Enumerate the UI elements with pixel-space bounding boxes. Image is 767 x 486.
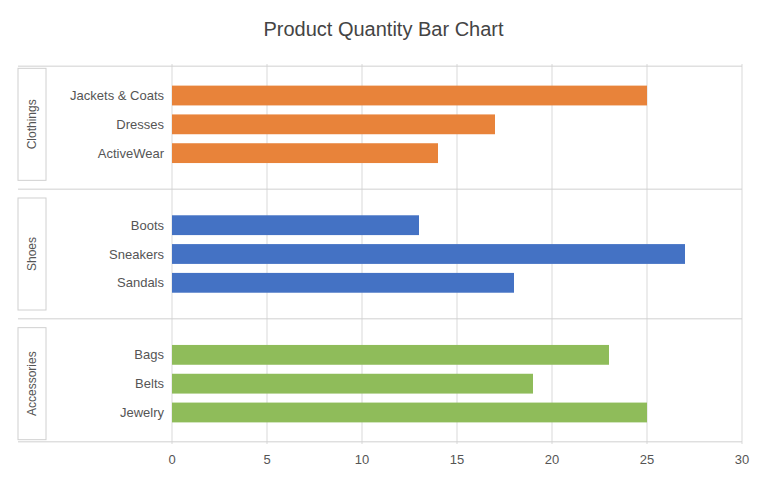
grid bbox=[172, 64, 742, 444]
tick-label: 15 bbox=[450, 452, 464, 467]
bar bbox=[172, 114, 495, 134]
group-label: Clothings bbox=[25, 99, 39, 149]
separator bbox=[18, 318, 742, 319]
category-label: Sneakers bbox=[109, 247, 164, 262]
bar bbox=[172, 215, 419, 235]
group-box bbox=[18, 68, 46, 180]
group-label: Accessories bbox=[25, 351, 39, 416]
category-label: Bags bbox=[134, 347, 164, 362]
category-label: Dresses bbox=[116, 117, 164, 132]
separator bbox=[18, 441, 742, 442]
bars bbox=[172, 86, 685, 423]
group-label: Shoes bbox=[25, 237, 39, 271]
chart: Product Quantity Bar Chart 0 5 10 15 20 25 30 Ja… bbox=[0, 0, 767, 486]
tick-label: 25 bbox=[640, 452, 654, 467]
category-label: ActiveWear bbox=[98, 146, 165, 161]
bar bbox=[172, 374, 533, 394]
separators bbox=[18, 66, 742, 442]
bar bbox=[172, 403, 647, 423]
separator bbox=[18, 66, 742, 67]
tick-label: 20 bbox=[545, 452, 559, 467]
category-label: Boots bbox=[131, 218, 165, 233]
tick-label: 5 bbox=[263, 452, 270, 467]
group-box bbox=[18, 198, 46, 310]
group-box bbox=[18, 328, 46, 440]
separator bbox=[18, 189, 742, 190]
tick-label: 10 bbox=[355, 452, 369, 467]
bar bbox=[172, 345, 609, 365]
bar bbox=[172, 86, 647, 106]
category-label: Jackets & Coats bbox=[70, 88, 164, 103]
tick-label: 0 bbox=[168, 452, 175, 467]
bar bbox=[172, 273, 514, 293]
category-label: Jewelry bbox=[120, 405, 165, 420]
category-label: Belts bbox=[135, 376, 164, 391]
bar bbox=[172, 143, 438, 163]
category-label: Sandals bbox=[117, 275, 164, 290]
tick-label: 30 bbox=[735, 452, 749, 467]
grid-line bbox=[742, 64, 743, 444]
title: Product Quantity Bar Chart bbox=[263, 18, 504, 40]
bar bbox=[172, 244, 685, 264]
